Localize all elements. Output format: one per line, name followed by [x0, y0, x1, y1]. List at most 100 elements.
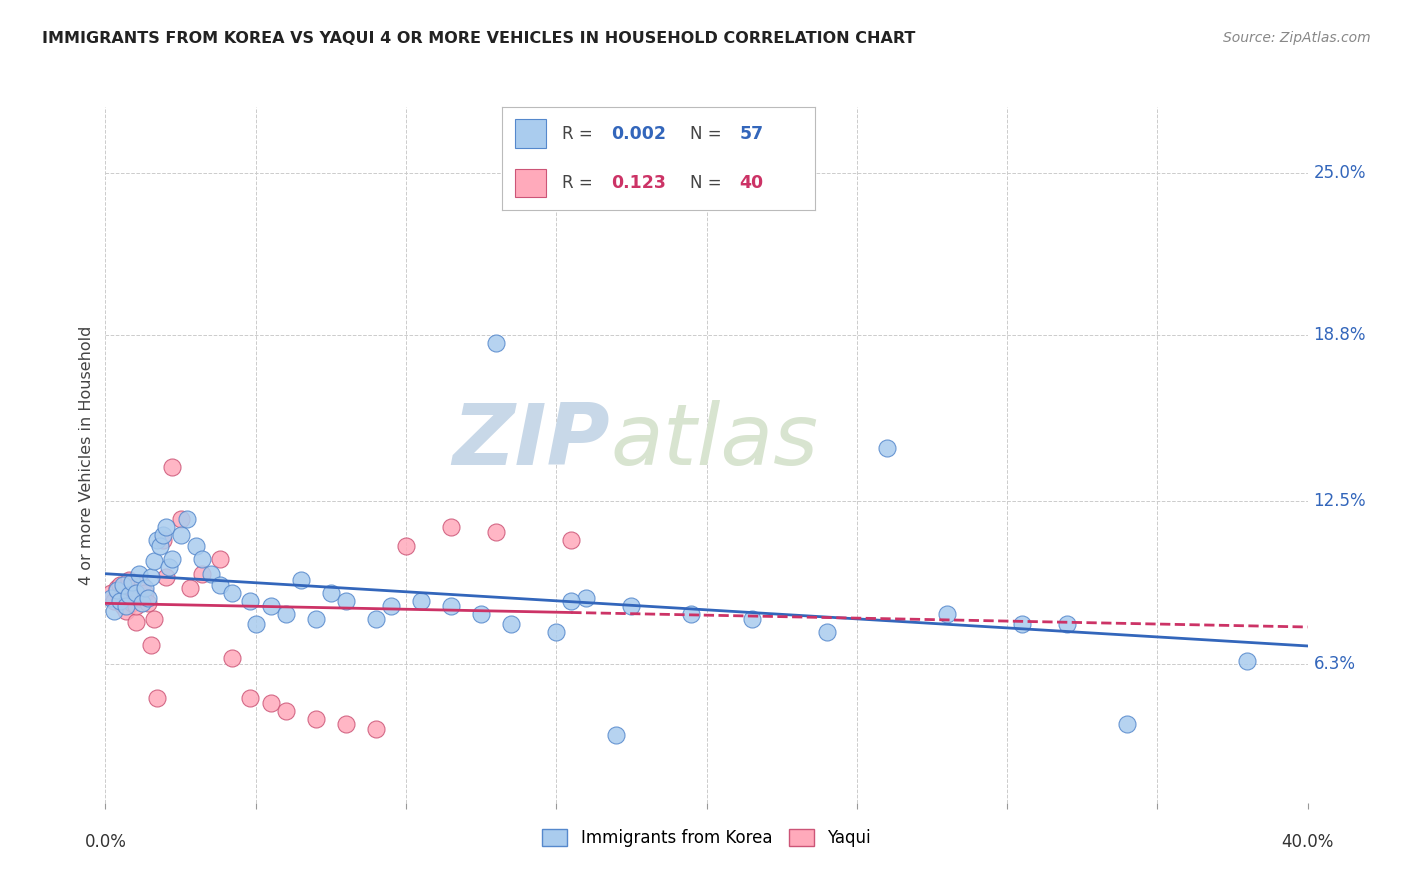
Point [208, 551, 231, 566]
Point [160, 459, 183, 474]
Point [115, 604, 138, 618]
Point [260, 696, 283, 710]
Point [440, 520, 463, 534]
Text: 40.0%: 40.0% [1281, 833, 1334, 851]
Point [100, 591, 122, 605]
Point [157, 559, 180, 574]
Point [190, 567, 212, 582]
Point [145, 533, 167, 548]
Point [305, 712, 328, 726]
Point [620, 599, 643, 613]
Point [395, 539, 418, 553]
Point [245, 617, 267, 632]
Point [121, 575, 143, 590]
Text: 6.3%: 6.3% [1313, 655, 1355, 673]
Text: N =: N = [690, 125, 721, 143]
Point [575, 591, 598, 605]
Point [148, 539, 170, 553]
Point [103, 604, 125, 618]
Text: R =: R = [561, 174, 592, 192]
Text: 0.0%: 0.0% [84, 833, 127, 851]
Point [179, 581, 201, 595]
Point [274, 607, 297, 621]
Point [605, 727, 627, 741]
Text: N =: N = [690, 174, 721, 192]
Point [681, 607, 703, 621]
Point [139, 638, 162, 652]
Text: R =: R = [561, 125, 592, 143]
Point [1011, 617, 1033, 632]
Point [107, 581, 129, 595]
Point [118, 586, 141, 600]
Point [364, 723, 387, 737]
Point [112, 583, 135, 598]
Point [470, 607, 492, 621]
Text: 0.123: 0.123 [612, 174, 666, 192]
Point [103, 593, 125, 607]
Point [876, 442, 898, 456]
Point [131, 578, 153, 592]
Point [112, 599, 135, 613]
Point [128, 567, 150, 582]
Text: 12.5%: 12.5% [1313, 491, 1367, 510]
Point [107, 583, 129, 598]
Text: 57: 57 [740, 125, 763, 143]
Point [274, 704, 297, 718]
Point [364, 612, 387, 626]
Legend: Immigrants from Korea, Yaqui: Immigrants from Korea, Yaqui [536, 822, 877, 854]
Point [155, 570, 177, 584]
Point [139, 570, 162, 584]
Point [1116, 717, 1139, 731]
Point [936, 607, 959, 621]
Point [319, 586, 342, 600]
Point [145, 690, 167, 705]
Point [485, 336, 508, 351]
Point [546, 625, 568, 640]
Point [741, 612, 763, 626]
Point [115, 591, 138, 605]
Point [136, 596, 159, 610]
Point [118, 573, 141, 587]
Point [1056, 617, 1078, 632]
Text: 0.002: 0.002 [612, 125, 666, 143]
Point [169, 512, 191, 526]
Text: IMMIGRANTS FROM KOREA VS YAQUI 4 OR MORE VEHICLES IN HOUSEHOLD CORRELATION CHART: IMMIGRANTS FROM KOREA VS YAQUI 4 OR MORE… [42, 31, 915, 46]
Point [440, 599, 463, 613]
Point [290, 573, 312, 587]
Point [110, 591, 132, 605]
Point [124, 586, 146, 600]
Point [152, 528, 174, 542]
Point [134, 586, 156, 600]
Point [134, 581, 156, 595]
Y-axis label: 4 or more Vehicles in Household: 4 or more Vehicles in Household [79, 326, 94, 584]
Point [160, 551, 183, 566]
Point [485, 525, 508, 540]
Point [409, 593, 432, 607]
Point [131, 596, 153, 610]
Point [239, 593, 262, 607]
Point [112, 578, 135, 592]
Text: atlas: atlas [610, 400, 818, 483]
FancyBboxPatch shape [515, 169, 546, 197]
Point [1236, 654, 1258, 668]
Point [221, 651, 243, 665]
FancyBboxPatch shape [515, 120, 546, 148]
Point [208, 578, 231, 592]
Point [335, 717, 357, 731]
Point [190, 551, 212, 566]
Point [152, 533, 174, 548]
Text: Source: ZipAtlas.com: Source: ZipAtlas.com [1223, 31, 1371, 45]
Point [501, 617, 523, 632]
Point [560, 593, 582, 607]
Point [239, 690, 262, 705]
Text: 40: 40 [740, 174, 763, 192]
Point [136, 591, 159, 605]
Point [184, 539, 207, 553]
Point [115, 599, 138, 613]
Point [121, 596, 143, 610]
Point [142, 554, 165, 568]
Point [155, 520, 177, 534]
Point [121, 581, 143, 595]
Text: 18.8%: 18.8% [1313, 326, 1367, 344]
Point [128, 591, 150, 605]
